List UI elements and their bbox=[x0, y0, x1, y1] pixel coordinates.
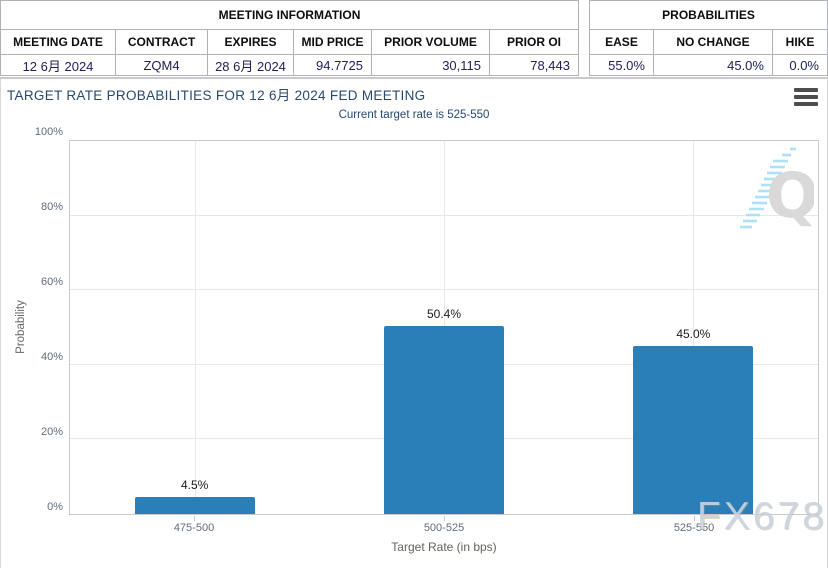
col-ease: EASE bbox=[588, 29, 654, 55]
col-no-change: NO CHANGE bbox=[652, 29, 773, 55]
no-change-value: 45.0% bbox=[652, 54, 773, 76]
plot-area: Q 4.5% 50.4% 45.0% bbox=[69, 140, 819, 515]
col-expires: EXPIRES bbox=[207, 29, 294, 55]
probabilities-row: 55.0% 45.0% 0.0% bbox=[588, 54, 828, 76]
y-tick-40: 40% bbox=[40, 351, 63, 363]
meeting-info-row: 12 6月 2024 ZQM4 28 6月 2024 94.7725 30,11… bbox=[0, 54, 579, 76]
col-mid-price: MID PRICE bbox=[293, 29, 372, 55]
hamburger-icon bbox=[794, 88, 818, 92]
fx678-watermark: FX678 bbox=[697, 495, 827, 538]
mid-price-value: 94.7725 bbox=[293, 54, 372, 76]
bar-value-label: 4.5% bbox=[180, 478, 209, 493]
meeting-info-table: MEETING INFORMATION MEETING DATE CONTRAC… bbox=[0, 0, 579, 76]
hamburger-icon bbox=[794, 102, 818, 106]
meeting-date-value: 12 6月 2024 bbox=[0, 54, 116, 76]
bar-475-500[interactable] bbox=[134, 497, 255, 514]
chart-export-menu-button[interactable] bbox=[794, 88, 818, 109]
bar-525-550[interactable] bbox=[633, 346, 754, 514]
prior-oi-value: 78,443 bbox=[489, 54, 579, 76]
hamburger-icon bbox=[794, 95, 818, 99]
contract-value: ZQM4 bbox=[115, 54, 208, 76]
x-tick bbox=[694, 516, 695, 521]
y-tick-20: 20% bbox=[40, 426, 63, 438]
x-axis-title: Target Rate (in bps) bbox=[391, 540, 497, 554]
col-prior-volume: PRIOR VOLUME bbox=[371, 29, 490, 55]
x-label-475-500: 475-500 bbox=[173, 522, 215, 534]
col-meeting-date: MEETING DATE bbox=[0, 29, 116, 55]
chart-title: TARGET RATE PROBABILITIES FOR 12 6月 2024… bbox=[7, 88, 426, 103]
x-tick bbox=[444, 516, 445, 521]
bar-slot-525-550: 45.0% bbox=[613, 141, 773, 514]
col-hike: HIKE bbox=[771, 29, 828, 55]
x-tick bbox=[194, 516, 195, 521]
bar-500-525[interactable] bbox=[384, 326, 504, 514]
hike-value: 0.0% bbox=[771, 54, 828, 76]
gridline-v bbox=[693, 141, 695, 514]
x-label-500-525: 500-525 bbox=[423, 522, 465, 534]
y-axis-title: Probability bbox=[15, 300, 27, 354]
bar-value-label: 45.0% bbox=[676, 327, 711, 342]
bar-slot-500-525: 50.4% bbox=[364, 141, 524, 514]
y-tick-80: 80% bbox=[40, 201, 63, 213]
y-tick-0: 0% bbox=[47, 501, 63, 513]
x-label-525-550: 525-550 bbox=[673, 522, 715, 534]
probabilities-table: PROBABILITIES EASE NO CHANGE HIKE 55.0% … bbox=[588, 0, 828, 76]
col-prior-oi: PRIOR OI bbox=[489, 29, 579, 55]
bar-slot-475-500: 4.5% bbox=[115, 141, 275, 514]
svg-text:Q: Q bbox=[766, 159, 814, 232]
bar-value-label: 50.4% bbox=[426, 307, 462, 322]
meeting-info-title: MEETING INFORMATION bbox=[0, 0, 579, 30]
top-tables: MEETING INFORMATION MEETING DATE CONTRAC… bbox=[0, 0, 828, 76]
chart-subtitle: Current target rate is 525-550 bbox=[338, 109, 490, 121]
quikstrike-logo-icon: Q bbox=[740, 147, 814, 232]
gridline-v bbox=[194, 141, 196, 514]
col-contract: CONTRACT bbox=[115, 29, 208, 55]
prior-volume-value: 30,115 bbox=[371, 54, 490, 76]
expires-value: 28 6月 2024 bbox=[207, 54, 294, 76]
y-tick-100: 100% bbox=[34, 126, 63, 138]
panel-separator bbox=[0, 76, 828, 79]
ease-value: 55.0% bbox=[588, 54, 654, 76]
fedwatch-chart-panel: TARGET RATE PROBABILITIES FOR 12 6月 2024… bbox=[0, 79, 828, 568]
probabilities-title: PROBABILITIES bbox=[588, 0, 828, 30]
y-tick-60: 60% bbox=[40, 276, 63, 288]
